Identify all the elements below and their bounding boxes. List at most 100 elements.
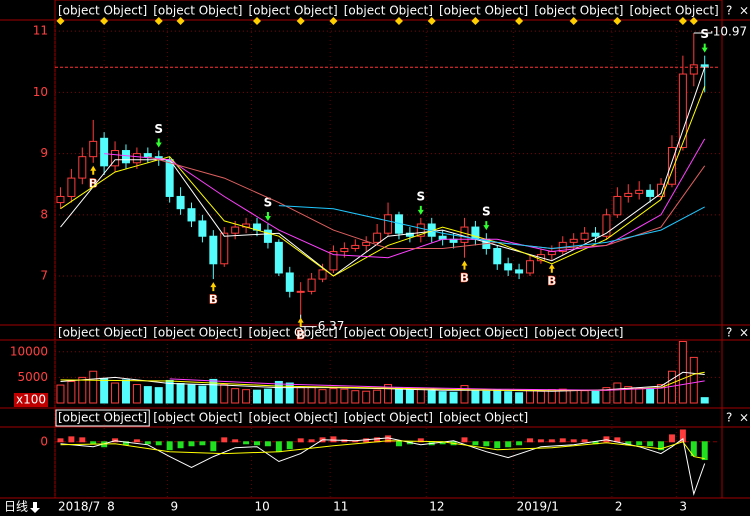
ma-line [169, 378, 705, 391]
flow-bar [330, 436, 337, 443]
flow-bar [570, 439, 577, 443]
candle-body [504, 263, 513, 271]
candle-body [624, 192, 633, 197]
flow-bar [254, 441, 261, 446]
x-tick-label: 11 [333, 500, 348, 514]
volume-bar [318, 389, 327, 404]
header-box[interactable] [55, 409, 150, 427]
event-marker[interactable] [613, 17, 622, 25]
flow-bar [537, 439, 544, 443]
period-arrow[interactable] [30, 502, 40, 513]
ma-line [60, 371, 705, 392]
candle-body [209, 235, 218, 265]
volume-bar [591, 390, 600, 404]
x-tick-label: 8 [107, 500, 115, 514]
volume-bar [231, 388, 240, 404]
volume-bar [89, 370, 98, 404]
candle-body [493, 247, 502, 265]
candle-body [274, 241, 283, 274]
volume-bar [132, 384, 141, 404]
candle-body [569, 238, 578, 243]
event-marker[interactable] [100, 17, 109, 25]
sell-signal: S [700, 27, 709, 41]
event-marker[interactable] [569, 17, 578, 25]
flow-bar [264, 441, 271, 447]
period-label[interactable]: 日线 [4, 500, 28, 514]
unit-box [14, 393, 48, 407]
buy-arrow [297, 317, 304, 327]
event-marker[interactable] [154, 17, 163, 25]
volume-bar [165, 379, 174, 404]
volume-bar [624, 386, 633, 404]
flow-bar [581, 439, 588, 443]
panel-header: [object Object] [344, 4, 433, 18]
ma-line [60, 437, 706, 496]
volume-bar [515, 392, 524, 404]
event-marker[interactable] [296, 17, 305, 25]
candle-body [198, 220, 207, 237]
x-tick-label: 3 [679, 500, 687, 514]
flow-bar [177, 441, 184, 449]
x-tick-label: 2018/7 [58, 500, 100, 514]
buy-arrow [90, 165, 97, 175]
panel-header: [object Object] [249, 4, 338, 18]
event-marker[interactable] [56, 17, 65, 25]
candle-body [460, 226, 469, 243]
flow-bar [647, 441, 654, 447]
flow-bar [199, 441, 206, 446]
help-button[interactable]: ? [726, 4, 732, 18]
panel-header: [object Object] [344, 411, 433, 425]
flow-bar [395, 441, 402, 447]
candle-body [220, 232, 229, 265]
panel-header: [object Object] [153, 326, 242, 340]
candle-body [613, 195, 622, 216]
candle-body [89, 140, 98, 158]
volume-bar [602, 387, 611, 404]
event-marker[interactable] [394, 17, 403, 25]
event-marker[interactable] [253, 17, 262, 25]
volume-bar [569, 389, 578, 404]
sell-arrow [701, 43, 708, 53]
ma-line [278, 205, 705, 250]
flow-bar [57, 438, 64, 443]
close-button[interactable]: × [739, 326, 749, 340]
event-marker[interactable] [689, 17, 698, 25]
help-button[interactable]: ? [726, 326, 732, 340]
volume-bar [56, 384, 65, 404]
panel-header: [object Object] [58, 326, 147, 340]
close-button[interactable]: × [739, 411, 749, 425]
event-marker[interactable] [176, 17, 185, 25]
event-marker[interactable] [678, 17, 687, 25]
x-tick-label: 12 [429, 500, 444, 514]
flow-bar [90, 441, 97, 445]
volume-bar [427, 390, 436, 404]
volume-bar [482, 390, 491, 404]
panel-header: [object Object] [153, 4, 242, 18]
sell-arrow [264, 212, 271, 221]
event-marker[interactable] [515, 17, 524, 25]
volume-bar [394, 387, 403, 404]
candle-body [602, 214, 611, 237]
volume-bar [296, 387, 305, 404]
low-annotation: 6.37 [318, 319, 345, 333]
event-marker[interactable] [329, 17, 338, 25]
help-button[interactable]: ? [726, 411, 732, 425]
candle-body [78, 156, 87, 179]
volume-bar [143, 386, 152, 404]
buy-arrow [210, 282, 217, 292]
candle-body [667, 146, 676, 185]
volume-bar [504, 391, 513, 404]
y-tick-label: 10000 [10, 344, 48, 358]
sell-signal: S [264, 196, 273, 210]
event-marker[interactable] [427, 17, 436, 25]
volume-bar [689, 356, 698, 404]
flow-bar [210, 441, 217, 452]
candle-body [67, 177, 76, 197]
flow-bar [297, 438, 304, 443]
event-marker[interactable] [471, 17, 480, 25]
panel-header: [object Object] [439, 4, 528, 18]
panel-header: [object Object] [58, 4, 147, 18]
flow-bar [68, 436, 75, 443]
close-button[interactable]: × [739, 4, 749, 18]
